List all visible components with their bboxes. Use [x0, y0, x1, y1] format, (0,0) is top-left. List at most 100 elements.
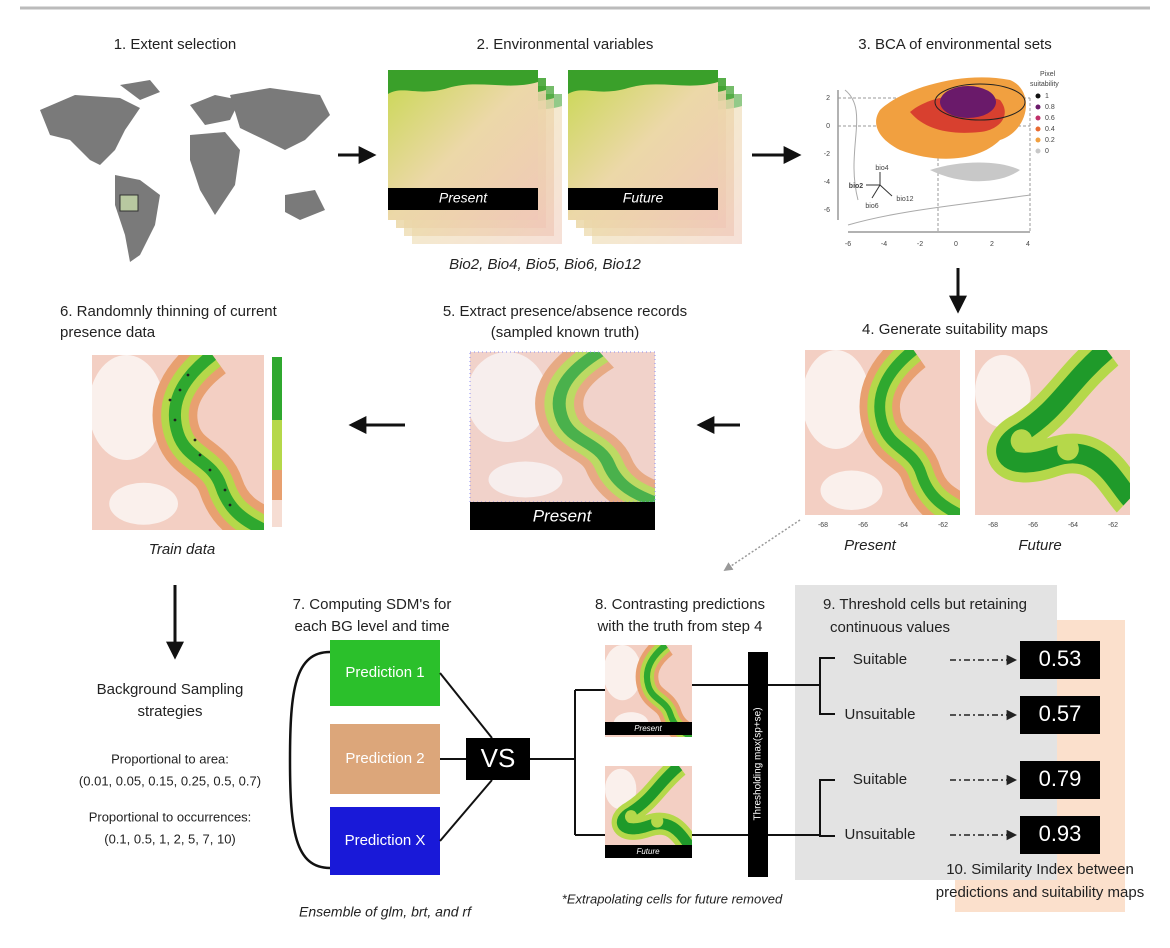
- step-title: 1. Extent selection: [114, 36, 237, 53]
- x-tick-label: -64: [898, 522, 908, 529]
- step-title: 4. Generate suitability maps: [862, 321, 1048, 338]
- x-tick-label: 4: [1026, 241, 1030, 248]
- map-label: Present: [533, 506, 593, 525]
- x-tick-label: -68: [988, 522, 998, 529]
- map-label: Present: [439, 190, 488, 206]
- step-title: 5. Extract presence/absence records: [443, 303, 687, 320]
- row-label: Unsuitable: [845, 706, 916, 723]
- legend-label: 0.4: [1045, 126, 1055, 133]
- prediction-box: [330, 640, 440, 706]
- y-tick-label: -2: [824, 151, 830, 158]
- env-stack-present: Present: [388, 70, 562, 244]
- value-box: [1020, 816, 1100, 854]
- bg-title: strategies: [137, 703, 202, 720]
- row-label: Unsuitable: [845, 826, 916, 843]
- vs-label: VS: [481, 743, 516, 773]
- suitability-map-present: [802, 350, 960, 515]
- step-title: each BG level and time: [294, 618, 449, 635]
- prediction-label: Prediction X: [345, 832, 426, 849]
- x-tick-label: -66: [858, 522, 868, 529]
- threshold-label: Thresholding max(sp+se): [753, 707, 764, 820]
- value-label: 0.93: [1039, 821, 1082, 846]
- value-label: 0.53: [1039, 646, 1082, 671]
- value-label: 0.57: [1039, 701, 1082, 726]
- train-map: [89, 355, 282, 530]
- caption: Ensemble of glm, brt, and rf: [299, 904, 473, 920]
- map-caption: Future: [1018, 537, 1061, 554]
- value-label: 0.79: [1039, 766, 1082, 791]
- bg-text: Proportional to area:: [111, 751, 229, 766]
- x-tick-label: -2: [917, 241, 923, 248]
- world-map: [40, 80, 330, 262]
- step-title: continuous values: [830, 619, 950, 636]
- legend-swatch: [1035, 126, 1041, 132]
- bca-plot: 2 0 -2 -4 -6 -6 -4 -2 0 2 4 1 0.8 0.6 0.4 0.2 0 bio4 bio…: [824, 71, 1060, 248]
- threshold-bar: [748, 652, 768, 877]
- vector-label: bio6: [865, 203, 878, 210]
- bracket: [288, 650, 331, 870]
- legend-swatch: [1035, 115, 1041, 121]
- truth-map: Present: [469, 351, 656, 530]
- value-box: [1020, 696, 1100, 734]
- x-tick-label: -66: [1028, 522, 1038, 529]
- fork: [768, 657, 835, 837]
- connectors: [439, 672, 748, 842]
- y-tick-label: -4: [824, 179, 830, 186]
- contrast-map: [605, 766, 692, 858]
- note: *Extrapolating cells for future removed: [562, 891, 783, 906]
- vector-label: bio2: [849, 183, 863, 190]
- legend-label: 0.2: [1045, 137, 1055, 144]
- map-label: Future: [623, 190, 664, 206]
- step-title: 6. Randomnly thinning of current: [60, 303, 278, 320]
- prediction-box: [330, 724, 440, 794]
- vs-box: [466, 738, 530, 780]
- bg-text: Proportional to occurrences:: [89, 809, 252, 824]
- legend-swatch: [1035, 148, 1041, 154]
- legend-label: 1: [1045, 93, 1049, 100]
- map-caption: Present: [844, 537, 897, 554]
- map-label: Present: [634, 724, 662, 733]
- vector-label: bio4: [875, 165, 888, 172]
- extent-box: [119, 194, 139, 212]
- step-title: 9. Threshold cells but retaining: [823, 596, 1027, 613]
- x-tick-label: -68: [818, 522, 828, 529]
- x-tick-label: -64: [1068, 522, 1078, 529]
- step-title: 8. Contrasting predictions: [595, 596, 765, 613]
- x-tick-label: -4: [881, 241, 887, 248]
- step-title: (sampled known truth): [491, 324, 639, 341]
- prediction-label: Prediction 1: [345, 664, 424, 681]
- variables: Bio2, Bio4, Bio5, Bio6, Bio12: [449, 256, 641, 273]
- x-tick-label: -6: [845, 241, 851, 248]
- step-title: 7. Computing SDM's for: [293, 596, 452, 613]
- map-label: Future: [636, 847, 660, 856]
- legend-title: Pixel: [1040, 71, 1056, 78]
- prediction-label: Prediction 2: [345, 750, 424, 767]
- legend-label: 0.6: [1045, 115, 1055, 122]
- legend-swatch: [1035, 93, 1041, 99]
- legend-swatch: [1035, 104, 1041, 110]
- bg-text: (0.01, 0.05, 0.15, 0.25, 0.5, 0.7): [79, 773, 261, 788]
- x-tick-label: -62: [938, 522, 948, 529]
- row-label: Suitable: [853, 771, 907, 788]
- step-title: 3. BCA of environmental sets: [858, 36, 1051, 53]
- y-tick-label: -6: [824, 207, 830, 214]
- step-title: with the truth from step 4: [596, 618, 762, 635]
- legend-label: 0.8: [1045, 104, 1055, 111]
- step-title: 10. Similarity Index between: [946, 861, 1134, 878]
- step-title: presence data: [60, 324, 156, 341]
- step-title: 2. Environmental variables: [477, 36, 654, 53]
- legend-title: suitability: [1030, 81, 1059, 88]
- prediction-box: [330, 807, 440, 875]
- bg-title: Background Sampling: [97, 681, 244, 698]
- value-box: [1020, 761, 1100, 799]
- x-tick-label: 0: [954, 241, 958, 248]
- x-tick-label: 2: [990, 241, 994, 248]
- dotted-arrow: [723, 519, 801, 571]
- y-tick-label: 2: [826, 95, 830, 102]
- suitability-map-future: [975, 350, 1130, 515]
- value-box: [1020, 641, 1100, 679]
- bg-text: (0.1, 0.5, 1, 2, 5, 7, 10): [104, 831, 236, 846]
- legend-label: 0: [1045, 148, 1049, 155]
- env-stack-future: Future: [568, 70, 742, 244]
